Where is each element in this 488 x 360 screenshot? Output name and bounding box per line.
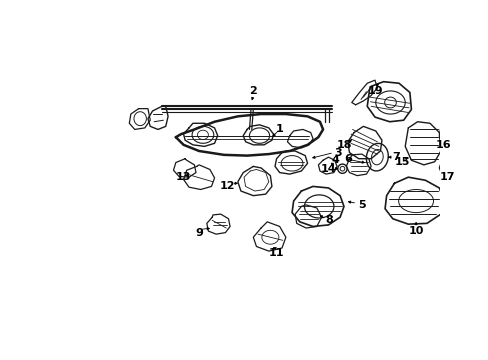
Text: 10: 10: [407, 226, 423, 236]
Text: 11: 11: [268, 248, 284, 258]
Text: 16: 16: [435, 140, 451, 150]
Text: 19: 19: [367, 86, 383, 96]
Text: 17: 17: [438, 172, 454, 182]
Text: 1: 1: [275, 125, 283, 134]
Text: 12: 12: [220, 181, 235, 191]
Text: 4: 4: [331, 155, 339, 165]
Text: 5: 5: [357, 200, 365, 210]
Text: 9: 9: [195, 228, 203, 238]
Text: 6: 6: [343, 154, 351, 164]
Text: 13: 13: [176, 172, 191, 182]
Text: 2: 2: [249, 86, 257, 96]
Text: 7: 7: [391, 152, 399, 162]
Text: 8: 8: [325, 215, 332, 225]
Text: 3: 3: [334, 148, 342, 158]
Text: 15: 15: [394, 157, 409, 167]
Text: 18: 18: [336, 140, 352, 150]
Text: 14: 14: [320, 165, 336, 175]
